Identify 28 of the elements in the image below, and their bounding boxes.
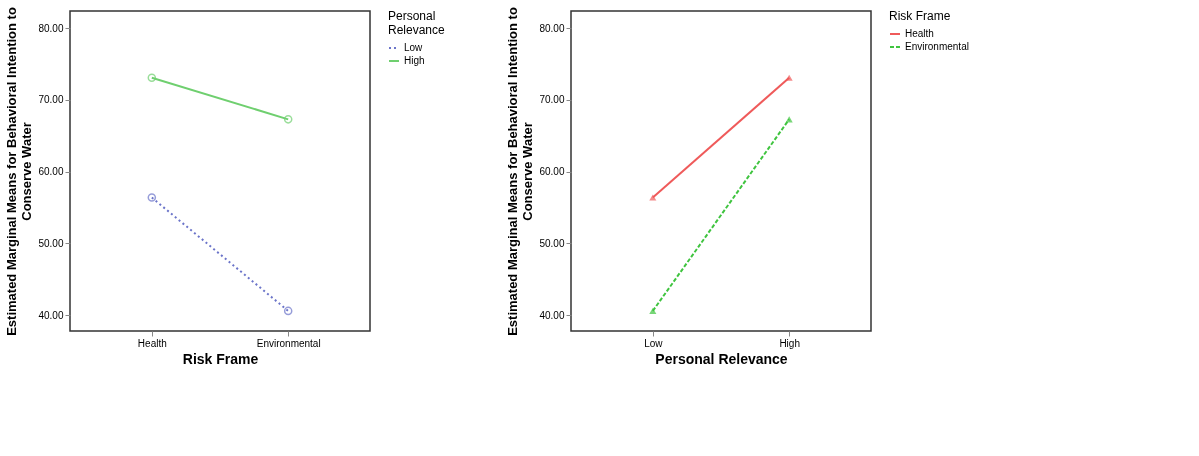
y-tick-label: 80.00: [38, 22, 64, 34]
y-tick-label: 40.00: [539, 309, 565, 321]
point: [147, 193, 157, 202]
x-tick-label: Health: [137, 337, 167, 349]
legend-title: Personal Relevance: [388, 9, 446, 37]
legend-label: Environmental: [905, 41, 969, 52]
y-tick-label: 50.00: [539, 237, 565, 249]
x-tick-label: Environmental: [256, 337, 321, 349]
y-tick-label: 60.00: [38, 166, 64, 178]
x-tick-label: Low: [644, 337, 664, 349]
y-tick-label: 40.00: [38, 309, 64, 321]
point: [283, 115, 293, 124]
y-axis-title: Estimated Marginal Means for Behavioral Intention to Conserve Water: [505, 7, 536, 336]
y-tick-label: 50.00: [38, 237, 64, 249]
y-tick-label: 80.00: [539, 22, 565, 34]
y-tick-label: 60.00: [539, 166, 565, 178]
legend-label: High: [404, 55, 425, 66]
legend-label: Low: [404, 42, 424, 53]
y-tick-label: 70.00: [38, 94, 64, 106]
point: [147, 73, 157, 83]
x-axis-title: Risk Frame: [182, 350, 259, 367]
legend-label: Health: [905, 28, 934, 39]
point: [283, 306, 293, 316]
y-axis-title: Estimated Marginal Means for Behavioral Intention to Conserve Water: [4, 7, 35, 336]
y-tick-label: 70.00: [539, 94, 565, 106]
legend-title: Risk Frame: [889, 9, 951, 23]
x-axis-title: Personal Relevance: [655, 350, 788, 367]
x-tick-label: High: [779, 337, 800, 349]
